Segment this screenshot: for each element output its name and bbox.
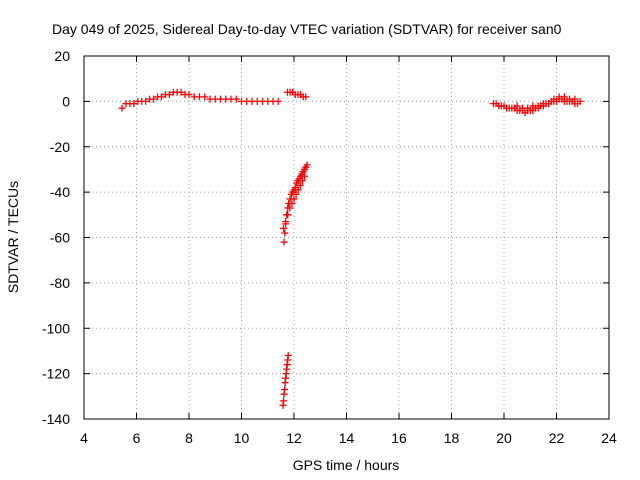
y-axis-label: SDTVAR / TECUs xyxy=(5,181,21,293)
x-tick-label: 24 xyxy=(601,430,617,446)
y-tick-label: -20 xyxy=(50,139,70,155)
data-series xyxy=(118,88,282,112)
data-point xyxy=(142,97,150,105)
data-point xyxy=(281,386,289,394)
x-tick-label: 10 xyxy=(234,430,250,446)
data-point xyxy=(201,93,209,101)
data-series xyxy=(280,172,308,232)
y-tick-label: 20 xyxy=(54,48,70,64)
x-tick-labels: 4 6 8 10 12 14 16 18 20 22 24 xyxy=(80,430,617,446)
x-tick-label: 14 xyxy=(339,430,355,446)
y-tick-labels: 20 0 -20 -40 -60 -80 -100 -120 -140 xyxy=(42,48,70,427)
y-tick-label: 0 xyxy=(62,93,70,109)
data-point xyxy=(280,238,288,246)
data-point xyxy=(150,95,158,103)
y-tick-label: -60 xyxy=(50,230,70,246)
data-point xyxy=(294,186,302,194)
x-axis-label: GPS time / hours xyxy=(293,457,400,473)
plot-frame xyxy=(83,55,610,420)
data-point xyxy=(118,104,126,112)
data-point xyxy=(534,102,542,110)
data-point xyxy=(165,91,173,99)
data-point xyxy=(280,397,287,405)
y-tick-label: -120 xyxy=(42,366,70,382)
data-point xyxy=(281,229,289,237)
x-tick-label: 16 xyxy=(391,430,407,446)
data-series xyxy=(283,88,310,101)
y-tick-label: -100 xyxy=(42,320,70,336)
x-tick-label: 18 xyxy=(444,430,460,446)
data-point xyxy=(280,224,287,232)
x-tick-label: 12 xyxy=(286,430,302,446)
data-point xyxy=(290,195,298,203)
data-point xyxy=(298,177,306,185)
x-tick-label: 8 xyxy=(185,430,193,446)
y-tick-label: -80 xyxy=(50,275,70,291)
data-point xyxy=(571,95,579,103)
chart-title: Day 049 of 2025, Sidereal Day-to-day VTE… xyxy=(52,21,562,37)
data-point xyxy=(301,172,308,180)
data-point xyxy=(550,95,558,103)
x-tick-label: 22 xyxy=(549,430,565,446)
data-point xyxy=(232,95,240,103)
data-point xyxy=(177,88,185,96)
data-series xyxy=(513,93,579,112)
data-point xyxy=(576,97,584,105)
data-point xyxy=(130,100,138,108)
data-point xyxy=(303,161,311,169)
data-point xyxy=(292,190,300,198)
x-tick-label: 6 xyxy=(133,430,141,446)
x-tick-label: 4 xyxy=(80,430,88,446)
data-point xyxy=(302,93,310,101)
data-point xyxy=(296,181,304,189)
x-tick-label: 20 xyxy=(496,430,512,446)
data-point xyxy=(545,100,553,108)
data-point xyxy=(185,91,193,99)
y-tick-label: -140 xyxy=(42,411,70,427)
y-tick-label: -40 xyxy=(50,184,70,200)
data-series xyxy=(280,161,311,246)
data-point xyxy=(274,97,282,105)
data-point xyxy=(560,93,568,101)
data-point xyxy=(513,102,521,110)
data-point xyxy=(157,93,165,101)
grid-lines xyxy=(84,56,609,419)
data-point xyxy=(284,351,292,359)
data-point xyxy=(286,204,294,212)
data-points xyxy=(118,88,584,409)
data-point xyxy=(524,104,532,112)
data-point xyxy=(288,199,296,207)
data-point xyxy=(282,218,290,226)
data-series xyxy=(279,351,292,409)
data-point xyxy=(284,211,292,219)
